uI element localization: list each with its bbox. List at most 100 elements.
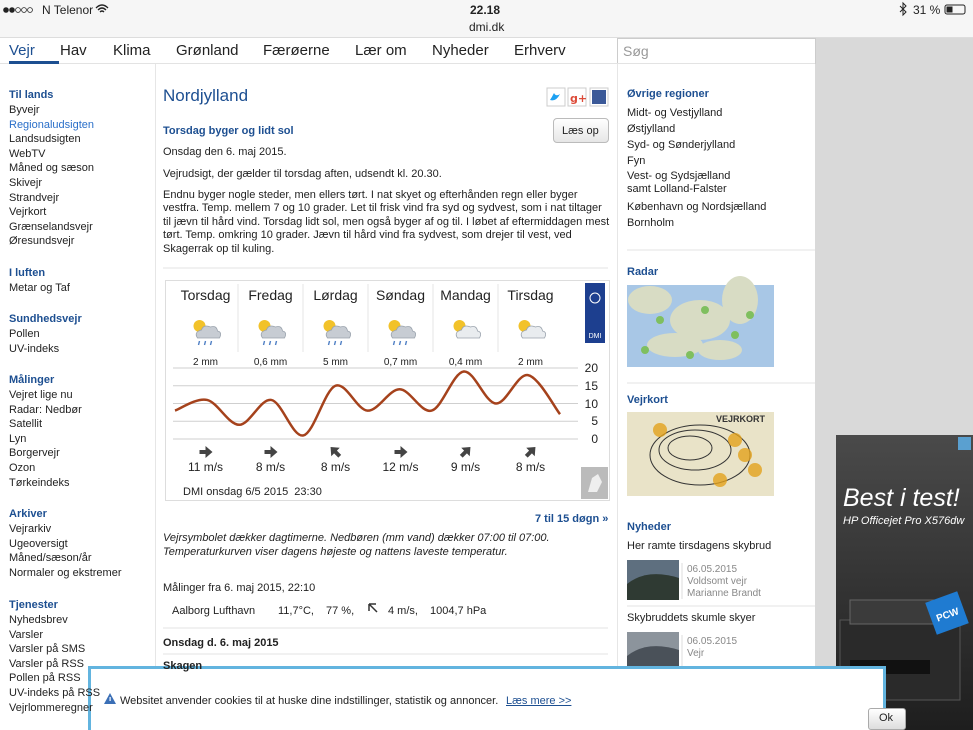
ad-title: Best i test! — [843, 484, 960, 512]
sidebar-heading[interactable]: Til lands — [9, 89, 54, 101]
sidebar-link[interactable]: Lyn — [9, 432, 27, 445]
url: dmi.dk — [469, 20, 505, 34]
wind-speed: 8 m/s — [255, 460, 286, 474]
cookie-banner — [88, 666, 886, 730]
sidebar-link[interactable]: Strandvejr — [9, 191, 60, 204]
sidebar-link[interactable]: Radar: Nedbør — [9, 403, 82, 416]
sidebar-link[interactable]: Regionaludsigten — [9, 118, 95, 131]
page-title: Nordjylland — [163, 86, 249, 105]
rain-drop — [398, 340, 402, 346]
rain-drop — [333, 340, 337, 346]
region-link[interactable]: Bornholm — [627, 217, 675, 229]
sidebar-link[interactable]: Metar og Taf — [9, 282, 70, 294]
sidebar-link[interactable]: Varsler på RSS — [9, 657, 84, 670]
day-name: Tirsdag — [507, 287, 554, 303]
sidebar-link[interactable]: Grænselandsvejr — [9, 220, 93, 233]
temperature-tick: 15 — [584, 378, 598, 393]
column-divider — [155, 64, 156, 730]
region-link[interactable]: Syd- og Sønderjylland — [627, 139, 736, 151]
sidebar-link[interactable]: UV-indeks på RSS — [9, 687, 101, 699]
sidebar-link[interactable]: UV-indeks — [9, 342, 60, 355]
read-button[interactable] — [553, 118, 609, 143]
measurements-heading: Målinger fra 6. maj 2015, 22:10 — [163, 582, 316, 594]
sidebar-link[interactable]: Borgervejr — [9, 447, 60, 460]
sidebar-link[interactable]: Normaler og ekstremer — [9, 566, 122, 579]
nav-link[interactable]: Hav — [60, 42, 87, 59]
sidebar-link[interactable]: Satellit — [9, 418, 43, 431]
sidebar-link[interactable]: Måned/sæson/år — [9, 552, 92, 565]
weather-icon — [193, 320, 222, 346]
nav-link[interactable]: Klima — [113, 42, 151, 59]
sidebar-heading[interactable]: Sundhedsvejr — [9, 313, 82, 325]
sidebar-link[interactable]: Måned og sæson — [9, 162, 94, 175]
wind-arrow — [199, 446, 213, 458]
sidebar-link[interactable]: Vejret lige nu — [9, 389, 73, 401]
arrow — [394, 446, 408, 458]
cookie-link[interactable]: Læs mere >> — [506, 695, 572, 707]
nav-link[interactable]: Færøerne — [263, 42, 330, 59]
sidebar-link[interactable]: Pollen på RSS — [9, 672, 81, 685]
sidebar-link[interactable]: Vejrarkiv — [9, 523, 52, 535]
sidebar-heading[interactable]: Tjenester — [9, 599, 58, 611]
rain-drop — [392, 340, 396, 346]
news-thumbnail-cloud — [627, 574, 679, 600]
rain-drop — [209, 340, 213, 346]
sidebar-link[interactable]: Ozon — [9, 462, 36, 474]
sidebar-link[interactable]: Ugeoversigt — [9, 537, 68, 550]
news-thumbnail-cloud — [627, 646, 679, 672]
news-headline[interactable]: Skybruddets skumle skyer — [627, 612, 756, 624]
radar-land — [628, 286, 672, 314]
extended-forecast-link[interactable]: 7 til 15 døgn » — [535, 513, 609, 525]
sidebar-link[interactable]: Vejrkort — [9, 206, 47, 219]
sidebar-heading[interactable]: Målinger — [9, 374, 55, 386]
sidebar-heading[interactable]: Arkiver — [9, 508, 47, 520]
sidebar-link[interactable]: Skivejr — [9, 177, 43, 189]
region-link[interactable]: Fyn — [627, 155, 646, 167]
news-category: Vejr — [687, 648, 705, 659]
news-category: Voldsomt vejr — [687, 576, 748, 587]
arrow — [264, 446, 278, 458]
rain-drop — [404, 340, 408, 346]
sidebar-link[interactable]: Nyhedsbrev — [9, 614, 68, 626]
sidebar-link[interactable]: Byvejr — [9, 104, 40, 116]
nav-link[interactable]: Grønland — [176, 42, 239, 59]
wind-speed: 11 m/s — [187, 460, 224, 474]
measurement-wind: 4 m/s, — [388, 605, 418, 617]
sidebar-link[interactable]: Vejrlommeregner — [9, 701, 93, 714]
sidebar-link[interactable]: Landsudsigten — [9, 133, 81, 146]
wind-arrow — [330, 447, 342, 458]
nav-link[interactable]: Erhverv — [514, 42, 566, 59]
sidebar-link[interactable]: Varsler — [9, 628, 44, 641]
weather-map-rain — [738, 448, 752, 462]
news-headline[interactable]: Her ramte tirsdagens skybrud — [627, 540, 772, 552]
sidebar-heading[interactable]: I luften — [9, 267, 46, 279]
nav-link[interactable]: Nyheder — [432, 42, 489, 59]
precipitation: 0,6 mm — [253, 357, 288, 368]
sidebar-link[interactable]: Tørkeindeks — [9, 476, 70, 489]
region-link[interactable]: Vest- og Sydsjælland samt Lolland-Falste… — [627, 170, 731, 195]
region-link[interactable]: Østjylland — [627, 123, 676, 135]
wind-arrow — [524, 447, 536, 458]
temperature-curve — [174, 370, 562, 437]
sidebar-link[interactable]: Pollen — [9, 328, 40, 340]
ok-button-label: Ok — [879, 712, 894, 724]
region-link[interactable]: Midt- og Vestjylland — [627, 107, 723, 119]
weather-icon — [518, 320, 547, 339]
nav-link[interactable]: Lær om — [355, 42, 407, 59]
twitter-bird — [550, 93, 560, 101]
weather-icon — [388, 320, 417, 346]
sidebar-link[interactable]: WebTV — [9, 147, 46, 160]
nav-divider — [0, 63, 815, 64]
rain-drop — [327, 340, 331, 346]
news-date: 06.05.2015 — [687, 636, 738, 647]
read-button-label[interactable]: Læs op — [562, 125, 599, 137]
region-link[interactable]: København og Nordsjælland — [627, 201, 767, 213]
sidebar-link[interactable]: Øresundsvejr — [9, 235, 75, 248]
rain-drop — [274, 340, 278, 346]
clock: 22.18 — [470, 3, 501, 17]
nav-link[interactable]: Vejr — [9, 42, 35, 59]
weather-icon — [258, 320, 287, 346]
sidebar-link[interactable]: Varsler på SMS — [9, 643, 86, 656]
nav-active-bar — [9, 61, 59, 64]
